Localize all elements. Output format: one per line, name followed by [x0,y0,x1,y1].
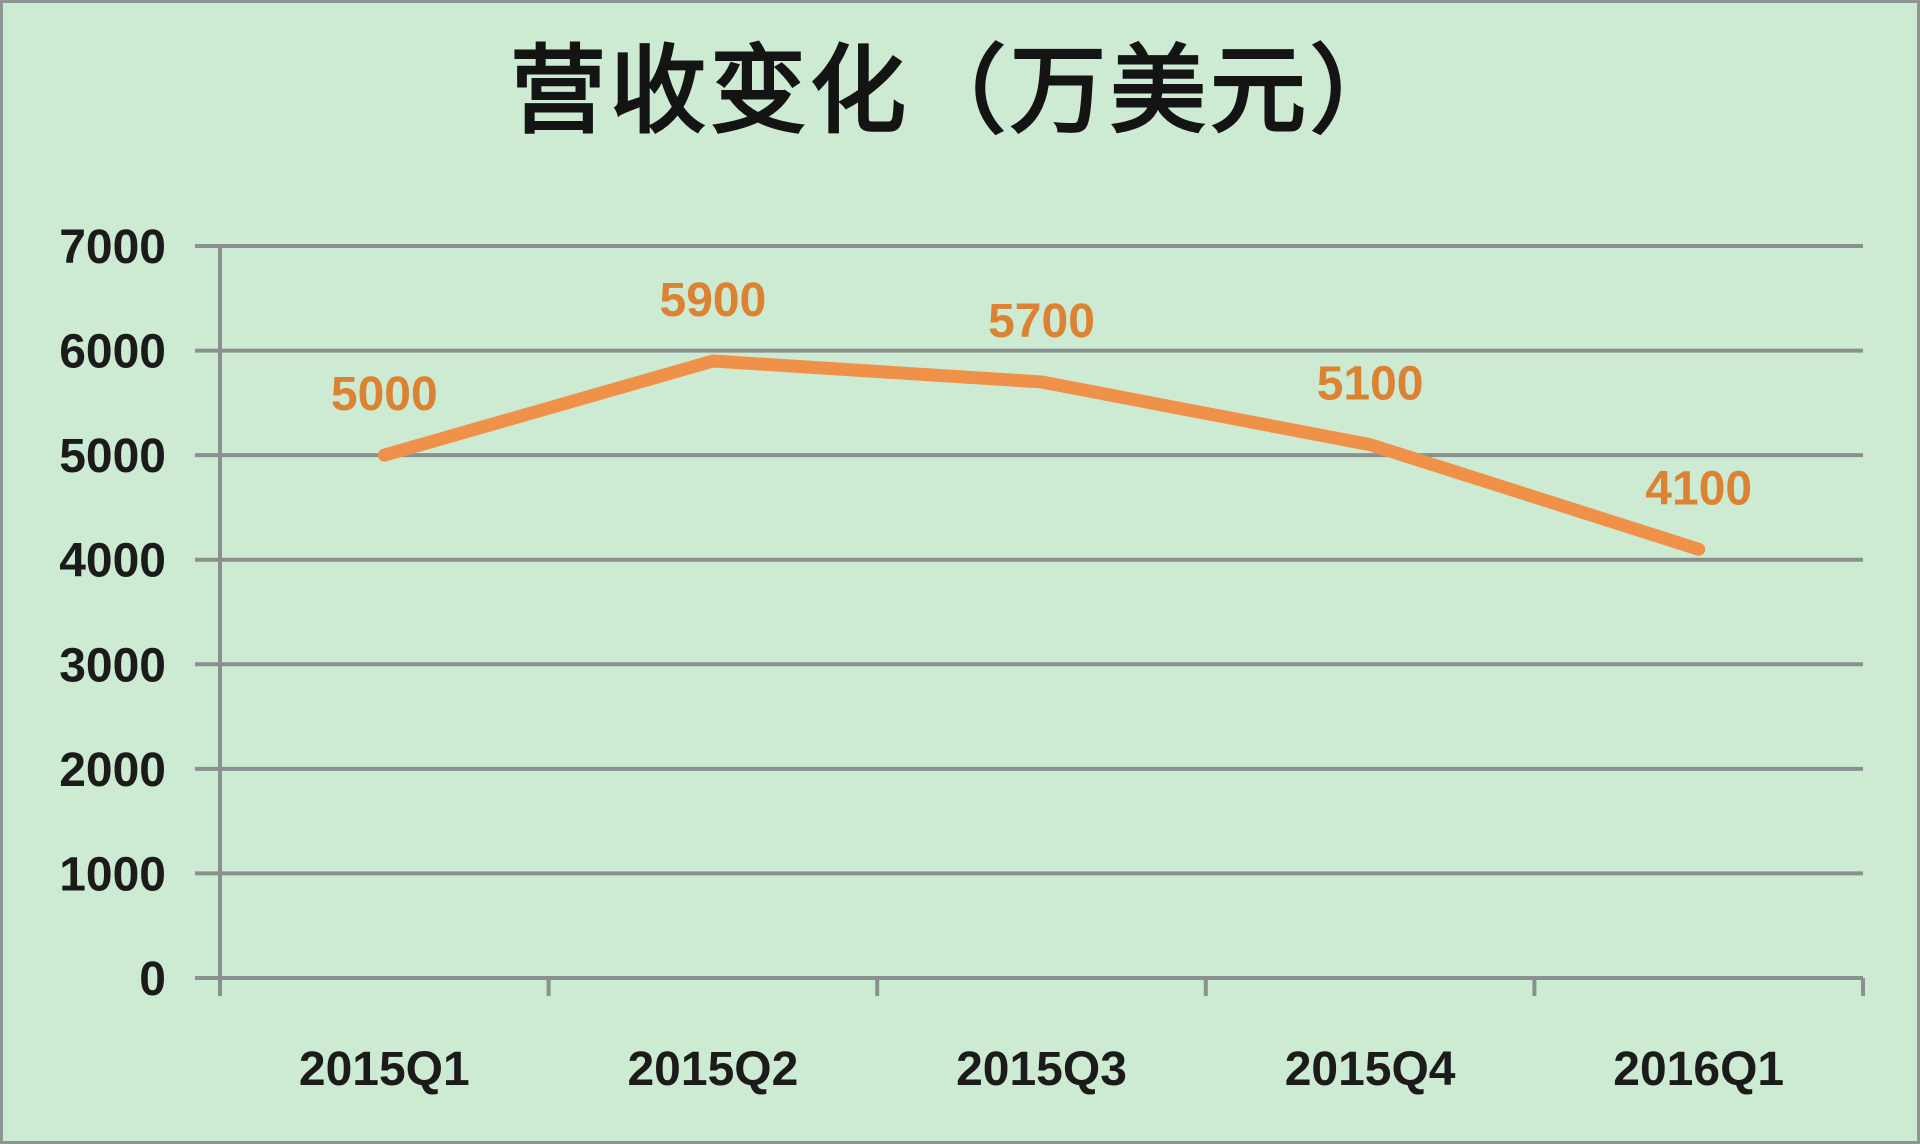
y-axis-tick-label: 3000 [59,639,166,692]
revenue-series-line [377,354,1706,556]
y-axis-tick-label: 7000 [59,221,166,274]
y-axis-tick-label: 0 [139,953,166,1006]
y-axis-tick-label: 4000 [59,535,166,588]
y-axis-tick-label: 2000 [59,744,166,797]
x-axis-category-label: 2015Q3 [956,1043,1127,1096]
data-label: 5700 [988,295,1095,348]
chart-title: 营收变化（万美元） [510,34,1410,147]
data-label: 5900 [660,274,767,327]
data-label: 5000 [331,368,438,421]
y-axis-tick-label: 6000 [59,326,166,379]
y-axis-tick-label: 1000 [59,848,166,901]
x-axis-category-label: 2015Q2 [627,1043,798,1096]
y-axis-tick-label: 5000 [59,430,166,483]
x-axis-category-label: 2015Q4 [1285,1043,1456,1096]
x-axis-category-label: 2016Q1 [1613,1043,1784,1096]
line-chart-plot-area: 0 1000 2000 3000 4000 5000 6000 7000 2015Q1 2015Q… [59,221,1865,1096]
x-axis-category-label: 2015Q1 [299,1043,470,1096]
data-label: 4100 [1645,462,1752,515]
data-label: 5100 [1317,358,1424,411]
